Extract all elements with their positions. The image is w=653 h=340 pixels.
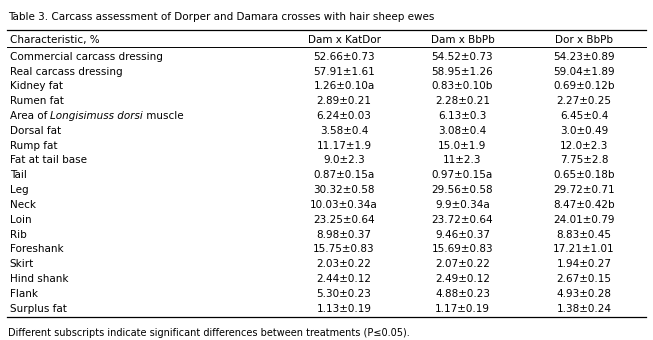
Text: 1.94±0.27: 1.94±0.27 (556, 259, 612, 269)
Text: 52.66±0.73: 52.66±0.73 (313, 52, 375, 62)
Text: 8.98±0.37: 8.98±0.37 (317, 230, 372, 240)
Text: 15.75±0.83: 15.75±0.83 (313, 244, 375, 254)
Text: 1.38±0.24: 1.38±0.24 (556, 304, 612, 313)
Text: 1.17±0.19: 1.17±0.19 (435, 304, 490, 313)
Text: 4.88±0.23: 4.88±0.23 (435, 289, 490, 299)
Text: Dam x KatDor: Dam x KatDor (308, 35, 381, 46)
Text: 3.58±0.4: 3.58±0.4 (320, 126, 368, 136)
Text: 30.32±0.58: 30.32±0.58 (313, 185, 375, 195)
Text: 1.13±0.19: 1.13±0.19 (317, 304, 372, 313)
Text: 57.91±1.61: 57.91±1.61 (313, 67, 375, 76)
Text: 2.28±0.21: 2.28±0.21 (435, 96, 490, 106)
Text: 0.87±0.15a: 0.87±0.15a (313, 170, 375, 180)
Text: 59.04±1.89: 59.04±1.89 (553, 67, 615, 76)
Text: 9.0±2.3: 9.0±2.3 (323, 155, 365, 166)
Text: 10.03±0.34a: 10.03±0.34a (310, 200, 378, 210)
Text: Area of: Area of (10, 111, 50, 121)
Text: 6.24±0.03: 6.24±0.03 (317, 111, 372, 121)
Text: 2.07±0.22: 2.07±0.22 (435, 259, 490, 269)
Text: 23.72±0.64: 23.72±0.64 (432, 215, 493, 225)
Text: Rib: Rib (10, 230, 27, 240)
Text: 6.13±0.3: 6.13±0.3 (438, 111, 486, 121)
Text: Tail: Tail (10, 170, 27, 180)
Text: Neck: Neck (10, 200, 36, 210)
Text: 8.47±0.42b: 8.47±0.42b (553, 200, 615, 210)
Text: 2.89±0.21: 2.89±0.21 (317, 96, 372, 106)
Text: 7.75±2.8: 7.75±2.8 (560, 155, 609, 166)
Text: Kidney fat: Kidney fat (10, 81, 63, 91)
Text: 9.46±0.37: 9.46±0.37 (435, 230, 490, 240)
Text: 8.83±0.45: 8.83±0.45 (556, 230, 612, 240)
Text: 11.17±1.9: 11.17±1.9 (317, 141, 372, 151)
Text: 54.52±0.73: 54.52±0.73 (432, 52, 493, 62)
Text: Dor x BbPb: Dor x BbPb (555, 35, 613, 46)
Text: 12.0±2.3: 12.0±2.3 (560, 141, 608, 151)
Text: 17.21±1.01: 17.21±1.01 (553, 244, 615, 254)
Text: 11±2.3: 11±2.3 (443, 155, 482, 166)
Text: 1.26±0.10a: 1.26±0.10a (313, 81, 375, 91)
Text: 0.69±0.12b: 0.69±0.12b (553, 81, 615, 91)
Text: 2.49±0.12: 2.49±0.12 (435, 274, 490, 284)
Text: 54.23±0.89: 54.23±0.89 (553, 52, 615, 62)
Text: 0.65±0.18b: 0.65±0.18b (553, 170, 615, 180)
Text: 9.9±0.34a: 9.9±0.34a (435, 200, 490, 210)
Text: Longisimuss dorsi: Longisimuss dorsi (50, 111, 143, 121)
Text: Skirt: Skirt (10, 259, 34, 269)
Text: Real carcass dressing: Real carcass dressing (10, 67, 122, 76)
Text: 15.69±0.83: 15.69±0.83 (432, 244, 493, 254)
Text: Leg: Leg (10, 185, 28, 195)
Text: 23.25±0.64: 23.25±0.64 (313, 215, 375, 225)
Text: 24.01±0.79: 24.01±0.79 (553, 215, 615, 225)
Text: 0.97±0.15a: 0.97±0.15a (432, 170, 493, 180)
Text: 0.83±0.10b: 0.83±0.10b (432, 81, 493, 91)
Text: 2.27±0.25: 2.27±0.25 (556, 96, 612, 106)
Text: 29.56±0.58: 29.56±0.58 (432, 185, 493, 195)
Text: Hind shank: Hind shank (10, 274, 68, 284)
Text: Characteristic, %: Characteristic, % (10, 35, 99, 46)
Text: Commercial carcass dressing: Commercial carcass dressing (10, 52, 163, 62)
Text: 2.67±0.15: 2.67±0.15 (556, 274, 612, 284)
Text: Dorsal fat: Dorsal fat (10, 126, 61, 136)
Text: Dam x BbPb: Dam x BbPb (430, 35, 494, 46)
Text: 3.0±0.49: 3.0±0.49 (560, 126, 608, 136)
Text: 5.30±0.23: 5.30±0.23 (317, 289, 372, 299)
Text: Loin: Loin (10, 215, 31, 225)
Text: Surplus fat: Surplus fat (10, 304, 67, 313)
Text: 3.08±0.4: 3.08±0.4 (438, 126, 486, 136)
Text: Table 3. Carcass assessment of Dorper and Damara crosses with hair sheep ewes: Table 3. Carcass assessment of Dorper an… (8, 12, 434, 22)
Text: 2.44±0.12: 2.44±0.12 (317, 274, 372, 284)
Text: muscle: muscle (143, 111, 183, 121)
Text: Foreshank: Foreshank (10, 244, 63, 254)
Text: 29.72±0.71: 29.72±0.71 (553, 185, 615, 195)
Text: Different subscripts indicate significant differences between treatments (P≤0.05: Different subscripts indicate significan… (8, 328, 409, 338)
Text: Rumen fat: Rumen fat (10, 96, 63, 106)
Text: 15.0±1.9: 15.0±1.9 (438, 141, 486, 151)
Text: 4.93±0.28: 4.93±0.28 (556, 289, 612, 299)
Text: Rump fat: Rump fat (10, 141, 57, 151)
Text: Fat at tail base: Fat at tail base (10, 155, 87, 166)
Text: 58.95±1.26: 58.95±1.26 (432, 67, 494, 76)
Text: 6.45±0.4: 6.45±0.4 (560, 111, 608, 121)
Text: Flank: Flank (10, 289, 38, 299)
Text: 2.03±0.22: 2.03±0.22 (317, 259, 372, 269)
